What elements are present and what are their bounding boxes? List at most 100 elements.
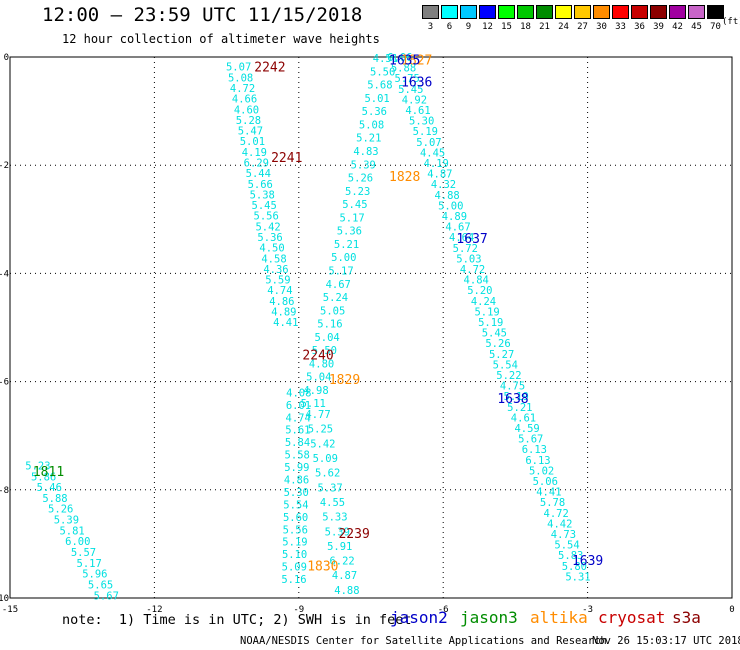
wave-height-point: 5.08 — [359, 119, 384, 131]
x-tick-label: -15 — [2, 605, 18, 612]
legend-bin-label: 9 — [465, 22, 472, 32]
x-tick-label: 0 — [729, 605, 734, 612]
wave-height-point: 4.50 — [259, 243, 284, 255]
sat-s3a-label: s3a — [672, 608, 701, 627]
wave-height-point: 5.02 — [529, 465, 554, 477]
wave-height-point: 6.22 — [329, 556, 354, 568]
wave-height-point: 5.62 — [315, 468, 340, 480]
wave-height-point: 5.16 — [281, 574, 306, 586]
wave-height-point: 6.01 — [286, 400, 311, 412]
wave-height-point: 4.87 — [332, 570, 357, 582]
legend-bin-label: 6 — [446, 22, 453, 32]
wave-height-point: 4.72 — [544, 508, 569, 520]
y-tick-label: -6 — [0, 378, 9, 388]
legend-swatch — [650, 5, 667, 19]
wave-height-point: 4.72 — [230, 83, 255, 95]
wave-height-point: 5.31 — [565, 571, 590, 583]
legend-swatch — [631, 5, 648, 19]
wave-height-point: 5.58 — [285, 450, 310, 462]
wave-height-point: 5.16 — [317, 319, 342, 331]
wave-height-point: 5.54 — [554, 540, 579, 552]
pass-id-label: 1637 — [456, 232, 487, 247]
wave-height-point: 5.66 — [248, 179, 273, 191]
wave-height-point: 4.67 — [445, 222, 470, 234]
wave-height-point: 5.08 — [228, 72, 253, 84]
legend-swatch — [517, 5, 534, 19]
wave-height-point: 5.68 — [367, 80, 392, 92]
legend-bin-label: 27 — [577, 22, 588, 32]
wave-height-point: 4.67 — [326, 279, 351, 291]
wave-height-point: 5.83 — [558, 550, 583, 562]
legend-swatch — [460, 5, 477, 19]
legend-swatch — [707, 5, 724, 19]
wave-height-point: 4.74 — [267, 285, 292, 297]
sat-altika-label: altika — [530, 608, 588, 627]
wave-height-point: 5.47 — [238, 126, 263, 138]
wave-height-point: 5.45 — [482, 328, 507, 340]
legend-bin-label: 21 — [539, 22, 550, 32]
wave-height-point: 4.60 — [234, 104, 259, 116]
wave-height-point: 5.21 — [356, 133, 381, 145]
wave-height-point: 5.10 — [282, 549, 307, 561]
wave-height-point: 4.41 — [536, 487, 561, 499]
wave-height-point: 4.58 — [261, 253, 286, 265]
wave-height-point: 5.11 — [301, 398, 326, 410]
wave-height-point: 6.06 — [387, 52, 412, 64]
legend-swatch — [479, 5, 496, 19]
wave-height-point: 4.36 — [263, 264, 288, 276]
x-tick-label: -9 — [293, 605, 304, 612]
legend-bin-label: 12 — [482, 22, 493, 32]
wave-height-point: 5.50 — [312, 345, 337, 357]
legend-swatch — [498, 5, 515, 19]
wave-height-point: 5.03 — [456, 253, 481, 265]
y-tick-label: -2 — [0, 161, 9, 171]
pass-id-label: 1827 — [401, 54, 432, 69]
wave-height-point: 5.36 — [337, 226, 362, 238]
wave-height-point: 5.00 — [331, 252, 356, 264]
pass-id-label: 1639 — [572, 554, 603, 569]
legend-bin-label: 33 — [615, 22, 626, 32]
chart-subtitle: 12 hour collection of altimeter wave hei… — [62, 32, 380, 46]
legend-units: (ft) — [722, 17, 740, 27]
wave-height-point: 4.19 — [424, 158, 449, 170]
wave-height-point: 4.98 — [303, 385, 328, 397]
x-tick-label: -6 — [438, 605, 449, 612]
wave-height-point: 4.41 — [273, 317, 298, 329]
pass-id-label: 2239 — [338, 527, 369, 542]
wave-height-point: 5.60 — [283, 512, 308, 524]
wave-height-point: 5.28 — [236, 115, 261, 127]
wave-height-point: 5.44 — [246, 168, 271, 180]
pass-id-label: 1829 — [329, 373, 360, 388]
legend-bin-label: 45 — [691, 22, 702, 32]
wave-height-point: 4.59 — [514, 423, 539, 435]
wave-height-point: 5.07 — [416, 137, 441, 149]
legend-bin-label: 36 — [634, 22, 645, 32]
legend-swatch — [593, 5, 610, 19]
wave-height-point: 4.55 — [320, 497, 345, 509]
wave-height-point: 5.26 — [348, 173, 373, 185]
pass-id-label: 1830 — [307, 560, 338, 575]
wave-height-point: 4.24 — [471, 296, 496, 308]
wave-height-point: 4.42 — [547, 518, 572, 530]
legend-swatch — [612, 5, 629, 19]
wave-height-point: 5.57 — [71, 547, 96, 559]
wave-height-point: 5.45 — [342, 199, 367, 211]
wave-height-point: 5.96 — [82, 569, 107, 581]
wave-height-point: 5.05 — [320, 305, 345, 317]
wave-height-point: 6.00 — [65, 536, 90, 548]
wave-height-point: 5.19 — [504, 391, 529, 403]
y-tick-label: -8 — [0, 486, 9, 496]
legend-bin-label: 3 — [427, 22, 434, 32]
wave-height-point: 5.42 — [255, 221, 280, 233]
wave-height-point: 5.01 — [240, 136, 265, 148]
wave-height-point: 5.72 — [453, 243, 478, 255]
legend-bin-label: 39 — [653, 22, 664, 32]
wave-height-point: 5.84 — [285, 437, 310, 449]
track-labels: 1811 2242 2241 2240 2239 1829 1830 1828 18271635… — [33, 54, 603, 575]
wave-height-point: 4.73 — [551, 529, 576, 541]
wave-height-point: 5.26 — [48, 504, 73, 516]
wave-height-point: 5.81 — [59, 525, 84, 537]
legend-bin-label: 30 — [596, 22, 607, 32]
plot-frame — [9, 56, 733, 599]
wave-height-point: 4.80 — [309, 358, 334, 370]
